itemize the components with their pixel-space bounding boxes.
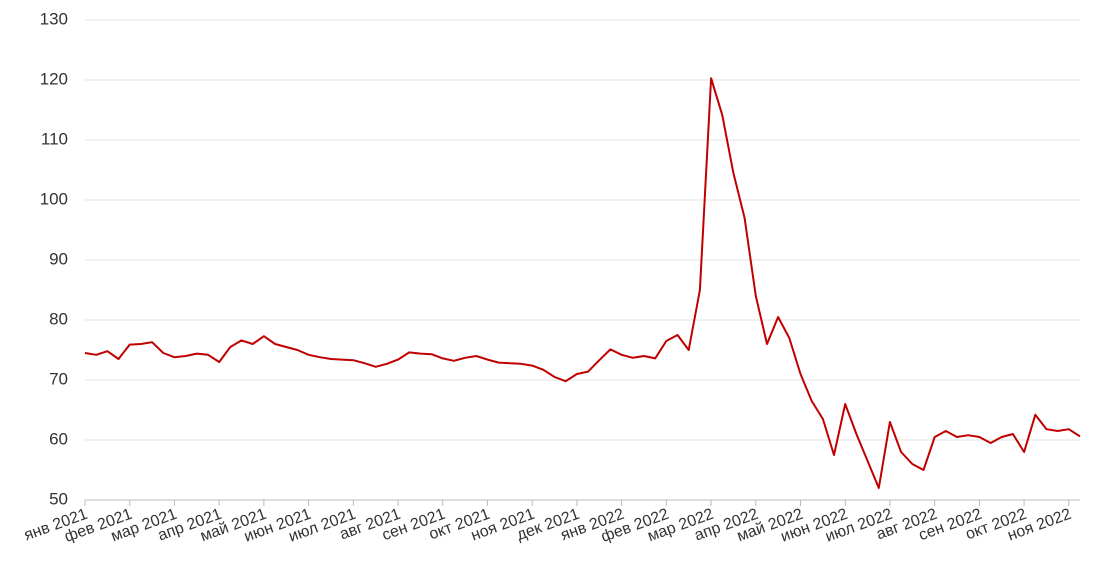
y-tick-label: 80 xyxy=(49,309,68,328)
y-tick-label: 130 xyxy=(40,9,68,28)
data-line xyxy=(84,77,1081,489)
y-tick-label: 70 xyxy=(49,369,68,388)
y-tick-label: 60 xyxy=(49,429,68,448)
y-tick-label: 90 xyxy=(49,249,68,268)
y-tick-label: 100 xyxy=(40,189,68,208)
y-tick-label: 50 xyxy=(49,489,68,508)
y-tick-label: 120 xyxy=(40,69,68,88)
y-tick-label: 110 xyxy=(41,129,68,148)
